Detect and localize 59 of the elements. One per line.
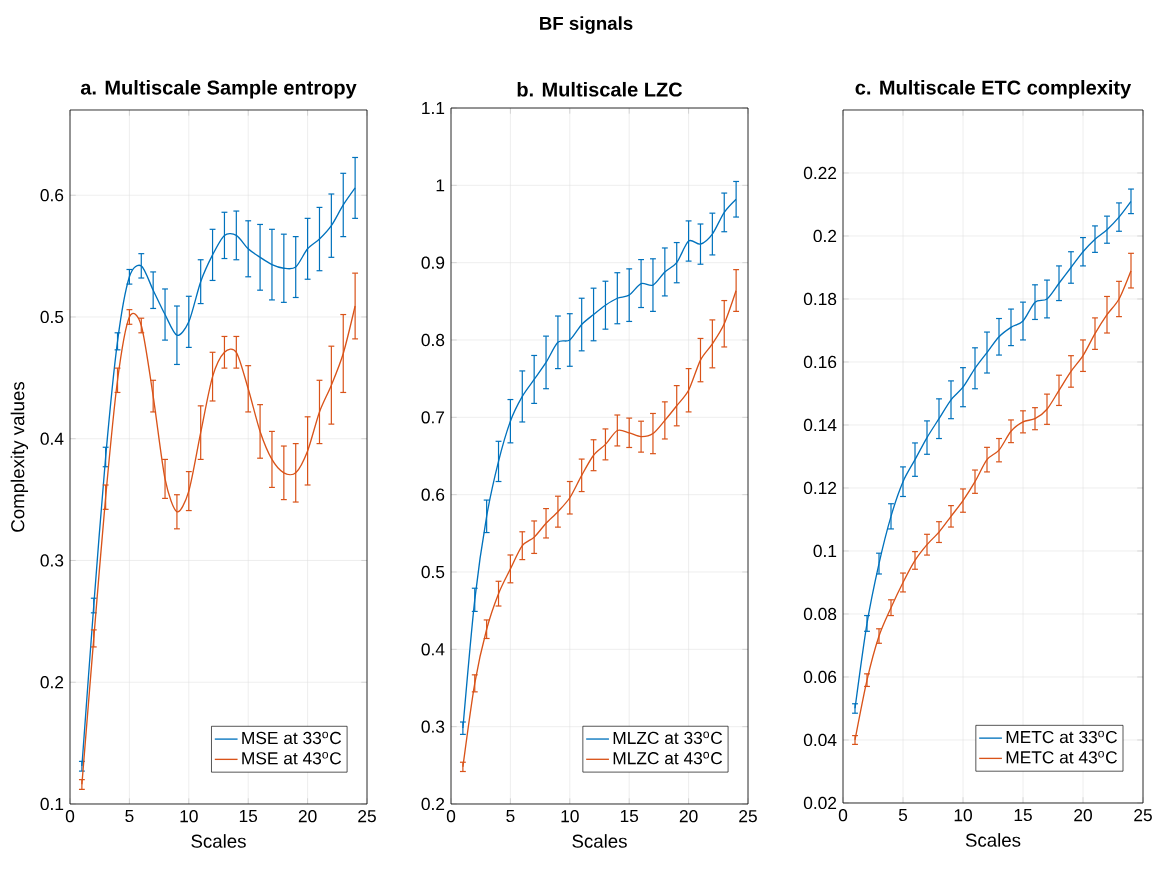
x-tick-label: 5 xyxy=(898,809,908,822)
y-axis-title: Complexity values xyxy=(10,381,29,532)
chart-title: a. Multiscale Sample entropy xyxy=(80,79,357,99)
x-tick-label: 10 xyxy=(954,809,972,822)
y-tick-label: 0.5 xyxy=(40,310,64,324)
y-tick-label: 0.14 xyxy=(803,418,837,432)
legend-label: METC at 33$^{o}$C xyxy=(1006,730,1118,744)
x-tick-label: 25 xyxy=(739,810,757,823)
x-tick-label: 25 xyxy=(1134,809,1152,822)
x-axis-title: Scales xyxy=(965,833,1021,847)
x-tick-label: 10 xyxy=(561,810,579,823)
y-tick-label: 0.6 xyxy=(40,189,64,202)
y-tick-label: 0.2 xyxy=(813,229,837,243)
y-tick-label: 0.4 xyxy=(421,643,445,656)
y-tick-label: 0.7 xyxy=(421,411,445,424)
x-tick-label: 5 xyxy=(125,810,134,823)
x-tick-label: 20 xyxy=(298,810,317,823)
chart-title: c. Multiscale ETC complexity xyxy=(855,79,1132,99)
y-tick-label: 0.22 xyxy=(803,166,837,180)
x-axis-title: Scales xyxy=(191,834,246,848)
y-tick-label: 0.12 xyxy=(803,481,837,495)
y-tick-label: 0.06 xyxy=(803,670,837,684)
y-tick-label: 0.3 xyxy=(40,554,64,567)
text: BF signals xyxy=(540,16,633,34)
y-tick-label: 0.3 xyxy=(421,720,445,733)
y-tick-label: 0.8 xyxy=(421,333,445,347)
x-tick-label: 25 xyxy=(358,810,376,823)
legend-label: MLZC at 43$^{o}$C xyxy=(613,751,723,765)
x-tick-label: 15 xyxy=(620,810,639,823)
x-tick-label: 0 xyxy=(65,810,75,823)
x-axis-title: Scales xyxy=(572,834,627,848)
y-tick-label: 0.2 xyxy=(40,676,64,689)
legend-label: METC at 43$^{o}$C xyxy=(1006,750,1118,764)
y-tick-label: 0.9 xyxy=(421,256,445,269)
chart-title: b. Multiscale LZC xyxy=(517,81,683,97)
y-tick-label: 0.1 xyxy=(40,797,64,811)
x-tick-label: 15 xyxy=(1014,809,1032,822)
y-tick-label: 0.5 xyxy=(421,565,445,579)
x-tick-label: 10 xyxy=(180,810,198,823)
x-tick-label: 5 xyxy=(506,810,515,823)
y-tick-label: 0.18 xyxy=(803,292,837,306)
y-tick-label: 0.2 xyxy=(421,797,445,811)
legend-label: MSE at 33$^{o}$C xyxy=(242,731,342,745)
y-tick-label: 0.02 xyxy=(803,796,837,810)
y-tick-label: 0.4 xyxy=(40,432,64,445)
y-tick-label: 0.04 xyxy=(803,733,837,747)
x-tick-label: 0 xyxy=(838,809,848,822)
x-tick-label: 20 xyxy=(679,810,698,823)
legend-label: MLZC at 33$^{o}$C xyxy=(613,731,723,745)
y-tick-label: 1 xyxy=(436,179,445,192)
y-tick-label: 0.08 xyxy=(803,607,837,621)
x-tick-label: 15 xyxy=(239,810,258,823)
y-tick-label: 1.1 xyxy=(422,102,445,114)
legend-label: MSE at 43$^{o}$C xyxy=(242,751,342,765)
x-tick-label: 20 xyxy=(1074,809,1092,822)
y-tick-label: 0.6 xyxy=(421,488,445,501)
x-tick-label: 0 xyxy=(446,810,456,823)
y-tick-label: 0.16 xyxy=(803,355,837,369)
y-tick-label: 0.1 xyxy=(813,544,837,558)
